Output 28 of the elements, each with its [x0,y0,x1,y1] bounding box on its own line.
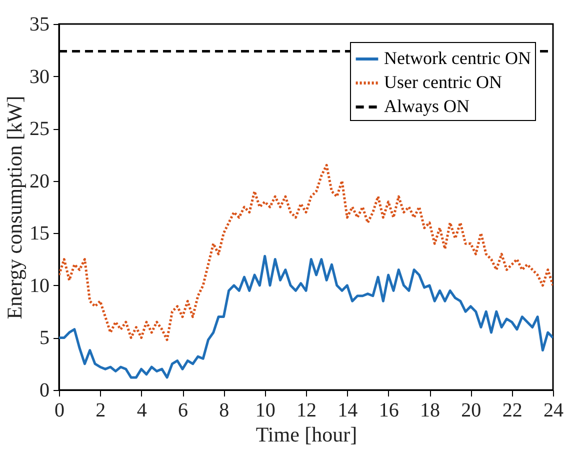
legend-label: User centric ON [384,72,502,92]
x-tick-label: 2 [96,400,106,422]
x-tick-label: 10 [255,400,276,422]
line-series [59,254,553,379]
x-tick-label: 14 [338,400,358,422]
x-tick-label: 24 [544,400,564,422]
y-tick-label: 10 [30,274,50,297]
x-tick-label: 22 [502,400,522,422]
x-tick-label: 20 [461,400,482,422]
y-tick-label: 25 [30,118,50,140]
legend-label: Network centric ON [384,48,531,68]
x-tick-label: 4 [136,400,147,422]
x-tick-label: 8 [219,400,230,422]
x-axis-title: Time [hour] [256,422,358,446]
y-tick-label: 5 [40,327,50,350]
y-axis-title: Energy consumption [kW] [2,96,26,320]
y-tick-label: 35 [30,14,50,36]
x-tick-label: 16 [378,400,399,422]
x-tick-label: 0 [54,400,64,422]
x-tick-label: 6 [178,400,188,422]
legend-label: Always ON [384,96,470,116]
x-tick-label: 12 [296,400,316,422]
x-tick-label: 18 [420,400,440,422]
y-tick-label: 30 [30,66,50,88]
y-tick-label: 20 [30,170,50,192]
line-series [59,164,553,342]
y-tick-label: 15 [30,222,50,245]
y-tick-label: 0 [40,380,50,402]
